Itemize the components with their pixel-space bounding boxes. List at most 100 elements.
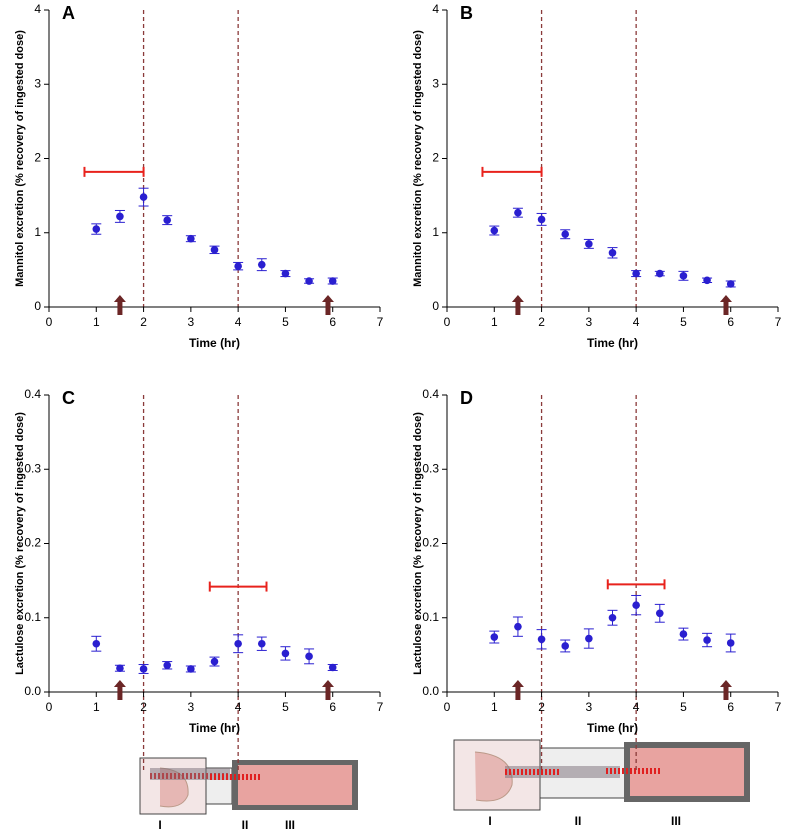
panel: 0 1 2 3 4 0 1 2 3 4 5 6 7 Time (hr) Mannitol excretion… [14,2,384,350]
x-tick-label: 7 [775,315,782,329]
y-tick-label: 1 [34,225,41,239]
point [305,652,313,661]
x-tick-label: 1 [491,315,498,329]
colon [630,748,744,796]
point [655,609,664,618]
x-tick-label: 2 [538,315,545,329]
panel-letter: D [460,388,473,408]
x-tick-label: 7 [377,700,384,714]
point [234,262,242,270]
range-bar [481,166,543,177]
panel-letter: C [62,388,75,408]
arrow [113,680,126,700]
point [726,280,735,288]
panel-letter: B [460,3,473,23]
point [585,240,593,248]
point [234,639,242,648]
point [726,639,735,647]
y-tick-label: 0.4 [24,387,41,401]
panel-letter: A [62,3,75,23]
point [561,230,570,239]
point [537,635,546,644]
point [490,226,499,235]
arrow [511,680,524,700]
range-bar [606,579,666,590]
point [328,663,337,672]
region-label: III [285,818,295,832]
x-tick-label: 4 [235,700,242,714]
x-tick-label: 6 [727,315,734,329]
stomach [474,751,513,802]
range-bar [83,166,145,177]
gut-diagram-right: I II III [453,739,750,828]
point [632,601,640,609]
x-tick-label: 3 [188,700,195,714]
point [537,215,546,224]
point [210,246,219,254]
point [92,225,101,233]
x-axis-label: Time (hr) [587,336,638,350]
point [632,269,640,278]
point [655,269,664,278]
region-label: II [575,814,582,828]
y-tick-label: 2 [432,151,439,165]
point [257,639,266,648]
y-tick-label: 0.2 [24,536,41,550]
x-tick-label: 0 [46,700,53,714]
panel: 0.0 0.1 0.2 0.3 0.4 0 1 2 3 4 5 6 7 Time (hr) Lactulos… [412,387,782,770]
arrow [511,295,524,315]
point [210,657,219,666]
point [703,276,711,285]
y-tick-label: 1 [432,225,439,239]
y-tick-label: 3 [34,76,41,90]
x-tick-label: 3 [188,315,195,329]
x-tick-label: 3 [586,700,593,714]
y-tick-label: 2 [34,151,41,165]
point [608,248,617,257]
x-tick-label: 6 [727,700,734,714]
x-tick-label: 1 [491,700,498,714]
point [257,260,266,269]
point [679,272,688,280]
point [305,277,313,285]
x-tick-label: 2 [140,700,147,714]
y-tick-label: 0.2 [422,536,439,550]
point [163,216,172,224]
x-tick-label: 0 [444,315,451,329]
y-tick-label: 0.0 [422,684,439,698]
arrow [321,295,334,315]
region-label: III [671,814,681,828]
x-axis-label: Time (hr) [587,721,638,735]
arrow [719,680,732,700]
x-tick-label: 7 [377,315,384,329]
y-tick-label: 0.3 [24,461,41,475]
point [585,634,593,643]
y-tick-label: 0.1 [422,610,439,624]
x-tick-label: 0 [444,700,451,714]
y-tick-label: 4 [432,2,439,16]
point [116,212,124,221]
x-axis-label: Time (hr) [189,721,240,735]
y-tick-label: 0.3 [422,461,439,475]
y-axis-label: Mannitol excretion (% recovery of ingest… [412,30,424,287]
point [139,193,148,201]
point [139,665,148,673]
panel: 0.0 0.1 0.2 0.3 0.4 0 1 2 3 4 5 6 7 Time (hr) Lactulos… [14,387,384,770]
point [187,234,195,243]
y-tick-label: 0 [432,299,439,313]
point [514,208,522,217]
x-tick-label: 4 [235,315,242,329]
arrow [719,295,732,315]
x-tick-label: 5 [282,700,289,714]
x-axis-label: Time (hr) [189,336,240,350]
region-label: II [242,818,249,832]
y-axis-label: Lactulose excretion (% recovery of inges… [412,412,424,675]
point [281,649,290,658]
point [116,664,124,673]
point [608,613,617,622]
arrow [321,680,334,700]
y-tick-label: 0.1 [24,610,41,624]
y-tick-label: 4 [34,2,41,16]
